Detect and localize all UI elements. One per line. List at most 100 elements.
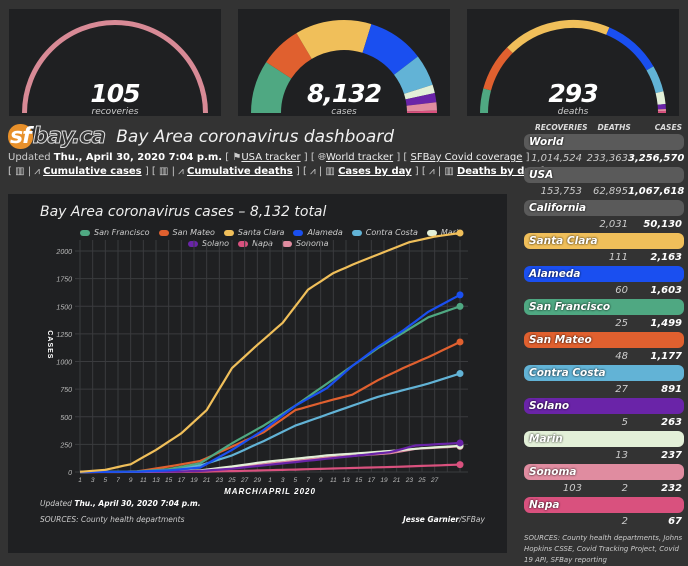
x-tick-label: 19 <box>190 477 198 484</box>
chart-updated-prefix: Updated <box>40 499 72 508</box>
region-name-sonoma[interactable]: Sonoma <box>524 464 684 480</box>
region-recoveries: 1,014,524 <box>526 150 582 167</box>
x-tick-label: 3 <box>91 477 95 484</box>
globe-icon: 🌐︎ <box>318 152 326 163</box>
deaths-header: DEATHS <box>598 123 631 132</box>
line-chart-icon[interactable]: ⩘ <box>310 166 316 177</box>
x-tick-label: 25 <box>227 477 236 484</box>
bar-chart-icon[interactable]: ▥ <box>159 166 168 177</box>
region-values: 1,014,524 233,363 3,256,570 <box>524 150 684 167</box>
line-chart-icon[interactable]: ⩘ <box>34 166 40 177</box>
region-cases: 237 <box>628 447 682 464</box>
series-endpoint-solano <box>457 439 464 446</box>
world-tracker-link[interactable]: World tracker <box>326 152 393 163</box>
region-name-world[interactable]: World <box>524 134 684 150</box>
region-cases: 2,163 <box>628 249 682 266</box>
bar-chart-icon[interactable]: ▥ <box>444 166 453 177</box>
deaths-gauge: 293 deaths <box>467 9 679 116</box>
region-deaths: 27 <box>582 381 628 398</box>
gauge-segment <box>367 38 406 65</box>
x-tick-label: 9 <box>129 477 133 484</box>
region-name-santa-clara[interactable]: Santa Clara <box>524 233 684 249</box>
region-row: Contra Costa 27 891 <box>524 365 684 398</box>
line-chart-icon[interactable]: ⩘ <box>429 166 435 177</box>
region-recoveries <box>526 348 582 365</box>
x-tick-label: 23 <box>405 477 414 484</box>
cases-chart-panel: Bay Area coronavirus cases – 8,132 total… <box>8 194 507 553</box>
region-deaths: 48 <box>582 348 628 365</box>
region-cases: 1,177 <box>628 348 682 365</box>
region-name-napa[interactable]: Napa <box>524 497 684 513</box>
line-chart-icon[interactable]: ⩘ <box>178 166 184 177</box>
region-recoveries <box>526 315 582 332</box>
region-name-contra-costa[interactable]: Contra Costa <box>524 365 684 381</box>
bar-chart-icon[interactable]: ▥ <box>15 166 24 177</box>
region-row: San Mateo 48 1,177 <box>524 332 684 365</box>
stats-sidebar: RECOVERIES DEATHS CASES World 1,014,524 … <box>524 118 684 566</box>
region-name-san-mateo[interactable]: San Mateo <box>524 332 684 348</box>
x-tick-label: 1 <box>268 477 272 484</box>
y-tick-label: 1250 <box>56 332 72 339</box>
region-recoveries <box>526 414 582 431</box>
region-recoveries: 153,753 <box>526 183 582 200</box>
y-tick-label: 1500 <box>56 304 72 311</box>
cumulative-cases-link[interactable]: Cumulative cases <box>43 166 142 177</box>
region-values: 2 67 <box>524 513 684 530</box>
region-recoveries <box>526 249 582 266</box>
x-tick-label: 21 <box>202 477 211 484</box>
page-title: Bay Area coronavirus dashboard <box>116 127 394 147</box>
region-name-usa[interactable]: USA <box>524 167 684 183</box>
logo-sf: sf <box>8 124 33 149</box>
region-deaths: 60 <box>582 282 628 299</box>
y-axis-label: CASES <box>46 330 53 359</box>
region-cases: 891 <box>628 381 682 398</box>
y-tick-label: 250 <box>59 442 72 449</box>
recoveries-label: recoveries <box>9 107 221 117</box>
region-recoveries <box>526 447 582 464</box>
region-deaths: 2 <box>582 513 628 530</box>
chart-updated-time: Thu., April 30, 2020 7:04 p.m. <box>74 499 200 508</box>
region-values: 27 891 <box>524 381 684 398</box>
x-tick-label: 7 <box>116 477 120 484</box>
region-deaths: 25 <box>582 315 628 332</box>
x-tick-label: 29 <box>253 477 262 484</box>
cases-header: CASES <box>655 123 682 132</box>
usa-tracker-link[interactable]: USA tracker <box>241 152 300 163</box>
region-name-marin[interactable]: Marin <box>524 431 684 447</box>
updated-line: Updated Thu., April 30, 2020 7:04 p.m. [… <box>8 152 518 163</box>
x-tick-label: 11 <box>330 477 337 484</box>
x-tick-label: 23 <box>215 477 224 484</box>
region-name-alameda[interactable]: Alameda <box>524 266 684 282</box>
region-name-california[interactable]: California <box>524 200 684 216</box>
region-row: World 1,014,524 233,363 3,256,570 <box>524 134 684 167</box>
region-cases: 67 <box>628 513 682 530</box>
credit-org: /SFBay <box>459 515 485 524</box>
deaths-count: 293 <box>467 79 679 108</box>
x-tick-label: 13 <box>152 477 160 484</box>
y-tick-label: 1750 <box>56 277 72 284</box>
series-endpoint-san-mateo <box>457 338 464 345</box>
region-name-solano[interactable]: Solano <box>524 398 684 414</box>
x-tick-label: 27 <box>430 477 439 484</box>
x-tick-label: 9 <box>319 477 323 484</box>
region-cases: 263 <box>628 414 682 431</box>
series-endpoint-san-francisco <box>457 303 464 310</box>
region-cases: 50,130 <box>628 216 682 233</box>
gauge-segment <box>510 24 608 50</box>
region-row: San Francisco 25 1,499 <box>524 299 684 332</box>
region-values: 48 1,177 <box>524 348 684 365</box>
sfbay-covid-coverage-link[interactable]: SFBay Covid coverage <box>410 152 522 163</box>
x-tick-label: 13 <box>342 477 350 484</box>
sfbay-logo[interactable]: sfbay.ca <box>8 124 105 149</box>
cases-count: 8,132 <box>238 79 450 108</box>
region-name-san-francisco[interactable]: San Francisco <box>524 299 684 315</box>
region-deaths: 62,895 <box>582 183 628 200</box>
cases-by-day-link[interactable]: Cases by day <box>338 166 412 177</box>
region-row: Sonoma 103 2 232 <box>524 464 684 497</box>
logo-bay: bay.ca <box>33 124 105 149</box>
region-row: Marin 13 237 <box>524 431 684 464</box>
cumulative-deaths-link[interactable]: Cumulative deaths <box>187 166 293 177</box>
region-deaths: 13 <box>582 447 628 464</box>
bar-chart-icon[interactable]: ▥ <box>325 166 334 177</box>
